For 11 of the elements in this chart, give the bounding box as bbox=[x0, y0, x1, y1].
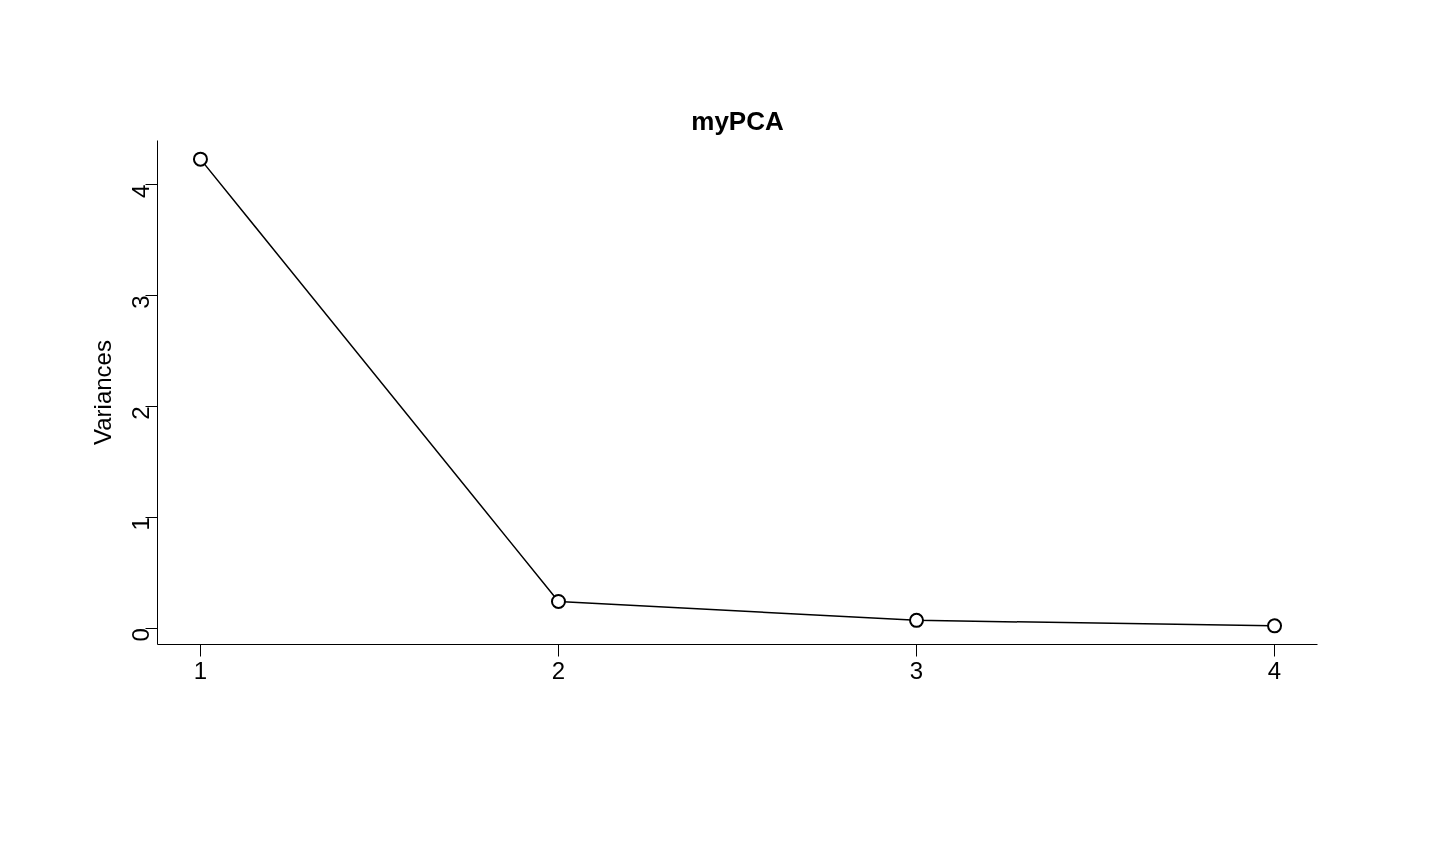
x-tick-label: 3 bbox=[909, 656, 924, 684]
y-tick-label: 4 bbox=[127, 184, 154, 198]
y-tick-label: 1 bbox=[127, 517, 154, 531]
y-axis-title: Variances bbox=[88, 340, 116, 445]
x-tick-label: 4 bbox=[1267, 656, 1282, 684]
x-tick-label: 2 bbox=[551, 656, 566, 684]
chart-title: myPCA bbox=[691, 105, 784, 136]
y-tick-label: 2 bbox=[127, 406, 154, 420]
x-tick-label: 1 bbox=[193, 656, 208, 684]
y-tick-label: 3 bbox=[127, 295, 154, 309]
y-tick-label: 0 bbox=[127, 628, 154, 642]
